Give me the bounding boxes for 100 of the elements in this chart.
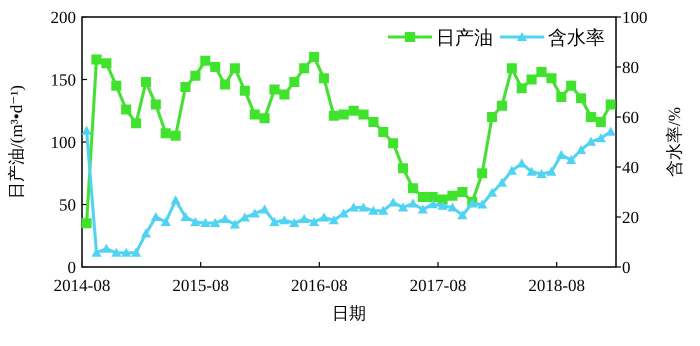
point bbox=[279, 90, 290, 100]
x-tick-label: 2018-08 bbox=[528, 276, 586, 295]
point bbox=[556, 92, 566, 102]
point bbox=[526, 166, 537, 176]
point bbox=[506, 63, 517, 74]
point bbox=[428, 199, 438, 208]
point bbox=[428, 192, 438, 202]
point bbox=[318, 212, 329, 222]
point bbox=[240, 86, 250, 96]
point bbox=[546, 73, 556, 84]
x-tick-label: 2015-08 bbox=[172, 276, 230, 295]
y-tick-label: 50 bbox=[59, 196, 76, 214]
y-tick-label: 200 bbox=[50, 8, 76, 27]
point bbox=[270, 217, 280, 226]
point bbox=[477, 200, 488, 208]
point bbox=[180, 82, 191, 92]
point bbox=[101, 244, 112, 253]
point bbox=[190, 70, 200, 81]
point bbox=[546, 166, 556, 176]
point bbox=[210, 62, 220, 72]
point bbox=[309, 52, 320, 62]
point bbox=[606, 126, 616, 136]
point bbox=[338, 110, 349, 120]
point bbox=[378, 206, 388, 215]
point bbox=[200, 218, 210, 227]
point bbox=[180, 212, 191, 221]
point bbox=[586, 112, 596, 122]
point bbox=[477, 168, 488, 178]
point bbox=[596, 133, 606, 142]
y-axis-title: 日产油/(m³•d⁻¹) bbox=[7, 85, 26, 199]
point bbox=[220, 80, 230, 90]
point bbox=[101, 58, 112, 68]
point bbox=[111, 80, 122, 91]
point bbox=[418, 192, 428, 202]
point bbox=[250, 110, 260, 120]
point bbox=[496, 100, 507, 111]
point bbox=[398, 163, 408, 174]
point bbox=[289, 218, 300, 227]
point bbox=[160, 128, 171, 138]
point bbox=[606, 100, 616, 110]
y2-tick-label: 40 bbox=[622, 158, 639, 177]
point bbox=[140, 228, 151, 238]
y2-tick-label: 100 bbox=[622, 8, 648, 27]
point bbox=[190, 217, 200, 226]
point bbox=[388, 198, 398, 206]
x-tick-label: 2017-08 bbox=[410, 276, 466, 295]
point bbox=[526, 74, 537, 84]
point bbox=[576, 145, 586, 154]
point bbox=[82, 218, 92, 228]
point bbox=[348, 202, 359, 212]
point bbox=[596, 117, 606, 127]
point bbox=[150, 212, 161, 221]
point bbox=[121, 248, 132, 257]
y-tick-label: 150 bbox=[50, 70, 76, 90]
point bbox=[566, 80, 576, 91]
point bbox=[408, 198, 418, 208]
point bbox=[487, 188, 498, 197]
y2-tick-label: 80 bbox=[622, 58, 639, 77]
point bbox=[210, 218, 220, 227]
point bbox=[220, 214, 230, 223]
point bbox=[358, 202, 369, 212]
y2-tick-label: 0 bbox=[622, 258, 630, 277]
point bbox=[368, 206, 378, 215]
point bbox=[576, 93, 586, 104]
y2-tick-label: 20 bbox=[622, 208, 639, 227]
point bbox=[487, 112, 498, 122]
point bbox=[309, 217, 320, 226]
x-tick-label: 2014-08 bbox=[54, 276, 110, 295]
point bbox=[348, 106, 359, 116]
point bbox=[318, 73, 329, 84]
point bbox=[536, 169, 547, 178]
point bbox=[170, 130, 181, 141]
point bbox=[230, 220, 240, 228]
point bbox=[566, 155, 576, 164]
point bbox=[388, 138, 398, 148]
point bbox=[506, 166, 517, 175]
point bbox=[82, 126, 92, 135]
point bbox=[556, 150, 566, 159]
point bbox=[270, 84, 280, 94]
point bbox=[170, 195, 181, 204]
point bbox=[260, 113, 270, 124]
point bbox=[92, 54, 102, 64]
point bbox=[408, 183, 418, 194]
y2-axis-title: 含水率/% bbox=[665, 107, 684, 177]
x-tick-label: 2016-08 bbox=[290, 276, 348, 295]
point bbox=[200, 56, 210, 66]
point bbox=[111, 248, 122, 257]
point bbox=[398, 202, 408, 212]
point bbox=[131, 118, 142, 128]
point bbox=[328, 110, 339, 121]
point bbox=[457, 210, 468, 220]
point bbox=[150, 100, 161, 110]
point bbox=[536, 67, 547, 77]
point bbox=[438, 200, 448, 210]
y-tick-label: 0 bbox=[68, 258, 76, 277]
legend-label: 含水率 bbox=[548, 27, 605, 49]
point bbox=[368, 117, 378, 127]
legend-label: 日产油 bbox=[436, 28, 493, 49]
point bbox=[457, 187, 468, 197]
point bbox=[250, 208, 260, 218]
